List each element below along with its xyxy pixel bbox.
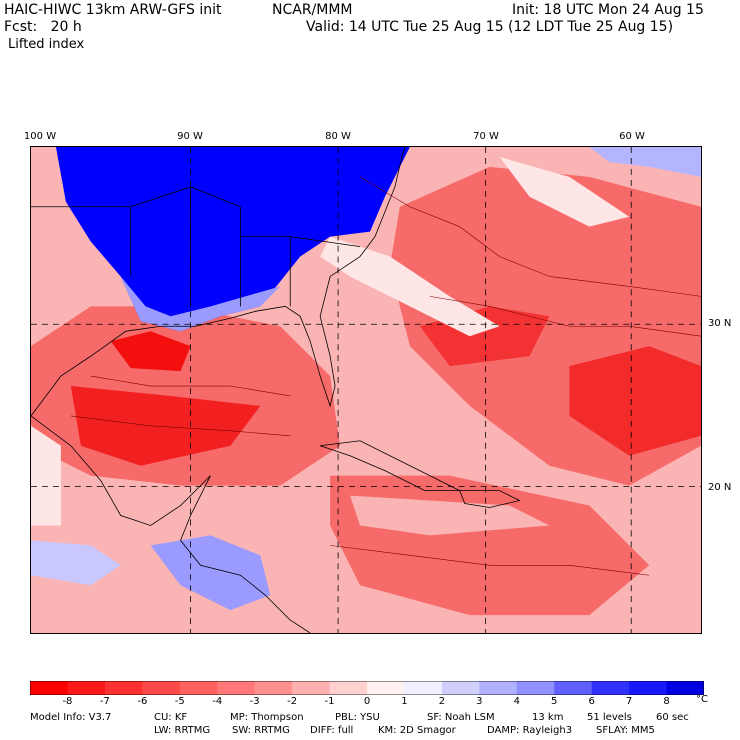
colorbar-tick-label: 7 bbox=[625, 696, 633, 707]
model-info-sw: SW: RRTMG bbox=[232, 725, 290, 736]
colorbar-swatch bbox=[292, 681, 331, 695]
colorbar-tick-label: -7 bbox=[99, 696, 110, 707]
model-info-diff: DIFF: full bbox=[310, 725, 354, 736]
colorbar bbox=[30, 681, 704, 695]
contour-minus2-gulf bbox=[90, 375, 291, 397]
colorbar-tick-label: -8 bbox=[62, 696, 73, 707]
lon-label-100w: 100 W bbox=[23, 131, 57, 142]
colorbar-tick-label: -6 bbox=[137, 696, 148, 707]
contour-minus4-gulf bbox=[70, 415, 291, 437]
model-info-mp: MP: Thompson bbox=[230, 712, 304, 723]
coastline-gulf bbox=[31, 147, 406, 417]
coastline-hispaniola bbox=[459, 490, 521, 508]
lon-label-70w: 70 W bbox=[473, 131, 499, 142]
colorbar-tick-label: 3 bbox=[476, 696, 483, 707]
graticule bbox=[31, 147, 701, 633]
lon-label-90w: 90 W bbox=[177, 131, 203, 142]
model-info-sf: SF: Noah LSM bbox=[427, 712, 495, 723]
colorbar-swatch bbox=[329, 681, 368, 695]
model-info-sflay: SFLAY: MM5 bbox=[596, 725, 655, 736]
colorbar-tick-label: 1 bbox=[401, 696, 408, 707]
colorbar-tick-label: 4 bbox=[513, 696, 520, 707]
lon-label-80w: 80 W bbox=[325, 131, 351, 142]
model-info-lw: LW: RRTMG bbox=[154, 725, 211, 736]
colorbar-swatch bbox=[554, 681, 593, 695]
contour-minus2-caribbean bbox=[330, 545, 650, 576]
near-zero-band-west bbox=[31, 425, 61, 526]
contour-minus4-atlantic bbox=[429, 296, 701, 337]
colorbar-swatch bbox=[142, 681, 181, 695]
model-info-cu: CU: KF bbox=[154, 712, 188, 723]
colorbar-swatch bbox=[104, 681, 143, 695]
model-info-pbl: PBL: YSU bbox=[335, 712, 380, 723]
near-zero-band-north bbox=[499, 156, 630, 227]
colorbar-swatch bbox=[404, 681, 443, 695]
colorbar-swatch bbox=[629, 681, 668, 695]
field-name: Lifted index bbox=[8, 37, 85, 52]
strong-core-louisiana bbox=[110, 331, 191, 372]
colorbar-swatch bbox=[516, 681, 555, 695]
model-info-levels: 51 levels bbox=[587, 712, 632, 723]
stable-fringe-us bbox=[120, 276, 281, 332]
near-zero-band-atlantic bbox=[320, 236, 500, 337]
coastlines bbox=[31, 147, 521, 633]
model-info-km: KM: 2D Smagor bbox=[378, 725, 456, 736]
init-time: Init: 18 UTC Mon 24 Aug 15 bbox=[512, 2, 704, 18]
stable-region-us bbox=[55, 147, 410, 332]
colorbar-tick-label: -1 bbox=[324, 696, 335, 707]
colorbar-swatch bbox=[217, 681, 256, 695]
colorbar-tick-label: 5 bbox=[551, 696, 558, 707]
model-info-version: Model Info: V3.7 bbox=[30, 712, 112, 723]
model-info-res: 13 km bbox=[532, 712, 564, 723]
colorbar-tick-label: 2 bbox=[438, 696, 446, 707]
colorbar-swatch bbox=[30, 681, 68, 695]
stable-region-pacific bbox=[31, 540, 121, 586]
forecast-hour: Fcst: 20 h bbox=[4, 19, 82, 35]
lifted-index-map bbox=[30, 146, 702, 634]
colorbar-swatch bbox=[441, 681, 480, 695]
colorbar-tick-label: 8 bbox=[663, 696, 670, 707]
lon-label-60w: 60 W bbox=[619, 131, 645, 142]
model-info-damp: DAMP: Rayleigh3 bbox=[487, 725, 573, 736]
org-name: NCAR/MMM bbox=[272, 2, 353, 18]
colorbar-tick-label: -5 bbox=[174, 696, 185, 707]
stable-region-atlantic bbox=[589, 147, 701, 177]
lat-label-30n: 30 N bbox=[708, 318, 732, 329]
colorbar-swatch bbox=[254, 681, 293, 695]
valid-time: Valid: 14 UTC Tue 25 Aug 15 (12 LDT Tue … bbox=[306, 19, 674, 35]
colorbar-tick-label: -2 bbox=[287, 696, 298, 707]
colorbar-swatch bbox=[479, 681, 518, 695]
contour-minus2-north bbox=[359, 176, 701, 297]
model-title: HAIC-HIWC 13km ARW-GFS init bbox=[4, 2, 222, 18]
colorbar-swatch bbox=[67, 681, 106, 695]
colorbar-tick-label: 6 bbox=[588, 696, 595, 707]
colorbar-swatch bbox=[591, 681, 630, 695]
strong-core-gulf bbox=[70, 386, 261, 466]
strong-core-atlantic bbox=[569, 346, 701, 456]
coastline-mexico bbox=[31, 415, 311, 633]
lat-label-20n: 20 N bbox=[708, 482, 732, 493]
colorbar-unit: °C bbox=[696, 694, 708, 705]
colorbar-swatch bbox=[179, 681, 218, 695]
contours bbox=[70, 176, 701, 576]
colorbar-swatch bbox=[367, 681, 405, 695]
model-info-timestep: 60 sec bbox=[656, 712, 689, 723]
stable-region-mexico bbox=[150, 535, 271, 611]
colorbar-tick-label: 0 bbox=[363, 696, 371, 707]
colorbar-tick-label: -3 bbox=[249, 696, 260, 707]
colorbar-swatch bbox=[666, 681, 704, 695]
colorbar-tick-label: -4 bbox=[212, 696, 223, 707]
